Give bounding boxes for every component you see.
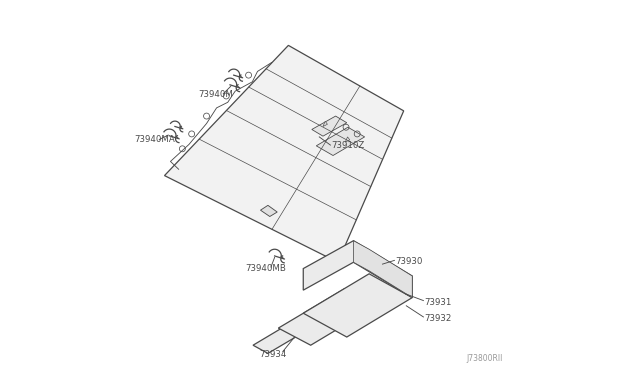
Polygon shape [260, 205, 277, 217]
Text: 73930: 73930 [395, 257, 422, 266]
Polygon shape [303, 241, 412, 298]
Polygon shape [312, 116, 347, 136]
Polygon shape [278, 289, 376, 345]
Polygon shape [303, 274, 412, 337]
Polygon shape [353, 241, 412, 298]
Polygon shape [346, 137, 349, 142]
Polygon shape [253, 306, 334, 353]
Text: 73910Z: 73910Z [331, 141, 364, 150]
Text: 73934: 73934 [260, 350, 287, 359]
Polygon shape [323, 121, 328, 126]
Text: 73932: 73932 [424, 314, 452, 323]
Polygon shape [164, 45, 404, 262]
Text: 73940M: 73940M [198, 90, 233, 99]
Text: 73940MA: 73940MA [135, 135, 175, 144]
Polygon shape [316, 127, 365, 155]
Text: 73931: 73931 [424, 298, 452, 307]
Text: J73800RII: J73800RII [466, 354, 502, 363]
Text: 73940MB: 73940MB [246, 264, 287, 273]
